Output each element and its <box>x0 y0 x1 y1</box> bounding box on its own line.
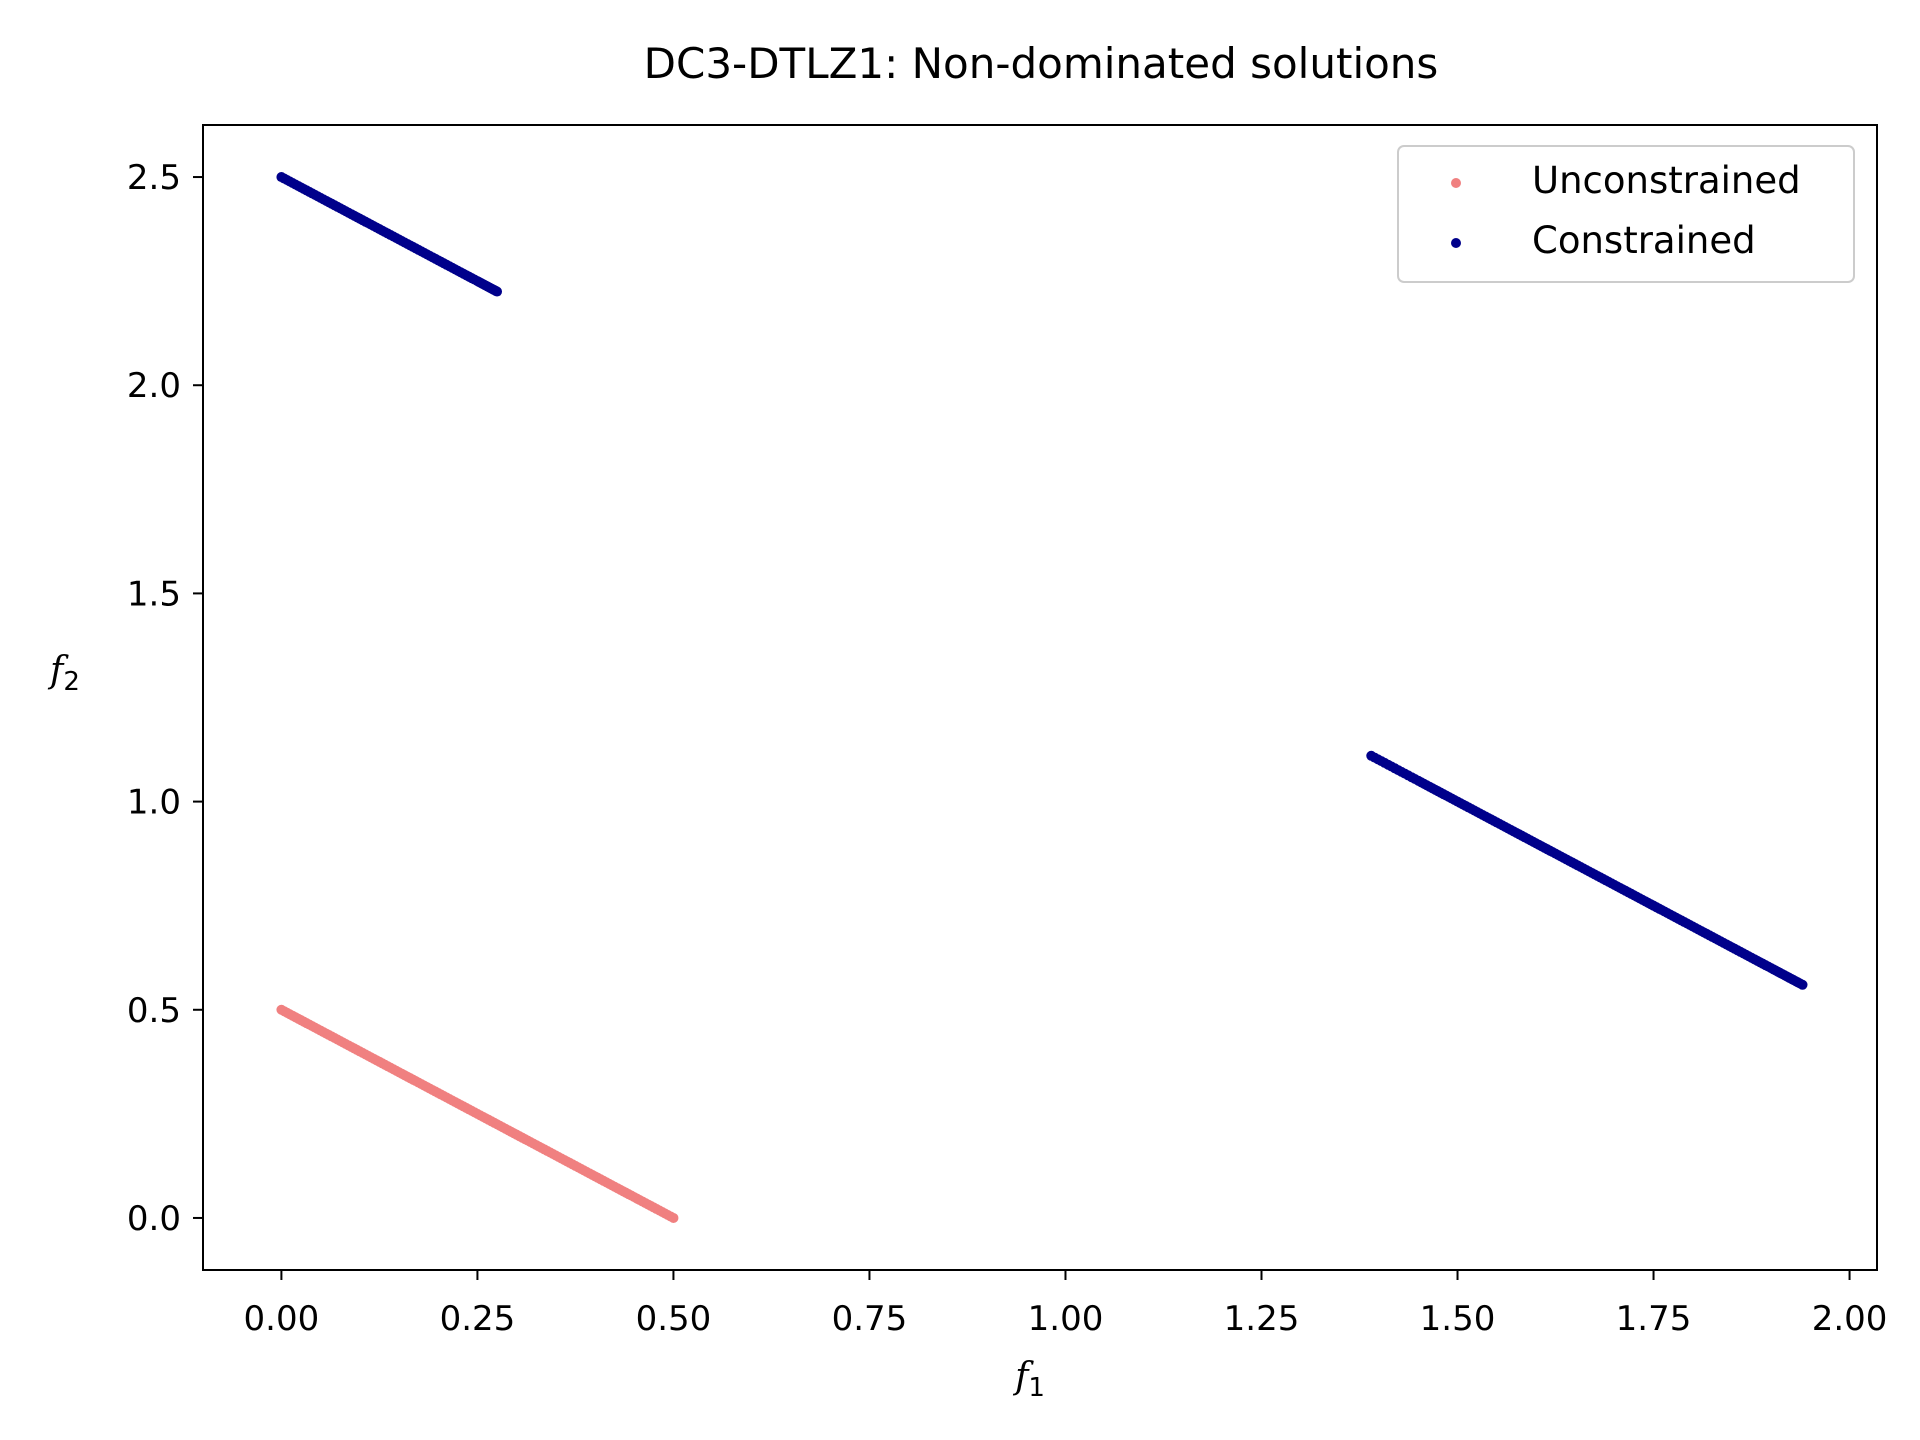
y-axis-label-sub: 2 <box>63 667 80 697</box>
unconstrained-point <box>668 1212 679 1223</box>
y-tick-label: 1.0 <box>127 783 181 823</box>
x-tick-label: 0.00 <box>244 1299 320 1339</box>
x-tick-label: 1.75 <box>1616 1299 1692 1339</box>
legend-marker-unconstrained <box>1451 178 1461 188</box>
legend-label-unconstrained: Unconstrained <box>1532 159 1801 202</box>
x-axis-label-sub: 1 <box>1028 1373 1045 1403</box>
y-tick-label: 1.5 <box>127 574 181 614</box>
y-tick-label: 0.0 <box>127 1199 181 1239</box>
constrained-point <box>1797 979 1808 990</box>
x-tick-label: 0.50 <box>636 1299 712 1339</box>
legend-marker-constrained <box>1451 238 1461 248</box>
x-tick-label: 1.00 <box>1028 1299 1104 1339</box>
legend: Unconstrained Constrained <box>1397 145 1855 283</box>
plot-area <box>276 172 1808 1223</box>
legend-frame <box>1397 145 1855 283</box>
x-tick-label: 2.00 <box>1812 1299 1888 1339</box>
chart-title: DC3-DTLZ1: Non-dominated solutions <box>644 39 1439 88</box>
x-tick-label: 1.25 <box>1224 1299 1300 1339</box>
plot-frame <box>202 124 1878 1271</box>
constrained-series <box>1366 750 1808 990</box>
legend-label-constrained: Constrained <box>1532 219 1756 262</box>
y-tick-label: 0.5 <box>127 991 181 1031</box>
x-tick-label: 0.75 <box>832 1299 908 1339</box>
constrained-series <box>276 172 503 297</box>
x-axis: 0.00 0.25 0.50 0.75 1.00 1.25 1.50 1.75 2.00 <box>244 1270 1888 1339</box>
constrained-point <box>492 286 503 297</box>
x-tick-label: 0.25 <box>440 1299 516 1339</box>
unconstrained-series <box>276 1004 679 1223</box>
y-tick-label: 2.5 <box>127 158 181 198</box>
y-tick-label: 2.0 <box>127 366 181 406</box>
x-axis-label: f1 <box>1012 1356 1045 1403</box>
y-axis: 0.0 0.5 1.0 1.5 2.0 2.5 <box>127 158 203 1239</box>
x-tick-label: 1.50 <box>1420 1299 1496 1339</box>
y-axis-label: f2 <box>47 650 80 697</box>
